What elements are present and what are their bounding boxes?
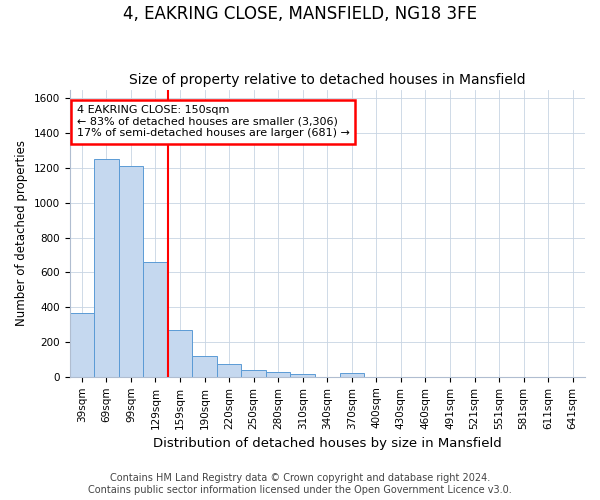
Bar bbox=[168, 330, 192, 377]
X-axis label: Distribution of detached houses by size in Mansfield: Distribution of detached houses by size … bbox=[153, 437, 502, 450]
Title: Size of property relative to detached houses in Mansfield: Size of property relative to detached ho… bbox=[129, 73, 526, 87]
Bar bbox=[94, 159, 119, 377]
Text: 4 EAKRING CLOSE: 150sqm
← 83% of detached houses are smaller (3,306)
17% of semi: 4 EAKRING CLOSE: 150sqm ← 83% of detache… bbox=[77, 105, 350, 138]
Text: Contains HM Land Registry data © Crown copyright and database right 2024.
Contai: Contains HM Land Registry data © Crown c… bbox=[88, 474, 512, 495]
Bar bbox=[70, 314, 94, 377]
Bar bbox=[241, 370, 266, 377]
Y-axis label: Number of detached properties: Number of detached properties bbox=[15, 140, 28, 326]
Text: 4, EAKRING CLOSE, MANSFIELD, NG18 3FE: 4, EAKRING CLOSE, MANSFIELD, NG18 3FE bbox=[123, 5, 477, 23]
Bar bbox=[266, 372, 290, 377]
Bar bbox=[119, 166, 143, 377]
Bar bbox=[217, 364, 241, 377]
Bar bbox=[290, 374, 315, 377]
Bar bbox=[192, 356, 217, 377]
Bar bbox=[143, 262, 168, 377]
Bar bbox=[340, 374, 364, 377]
